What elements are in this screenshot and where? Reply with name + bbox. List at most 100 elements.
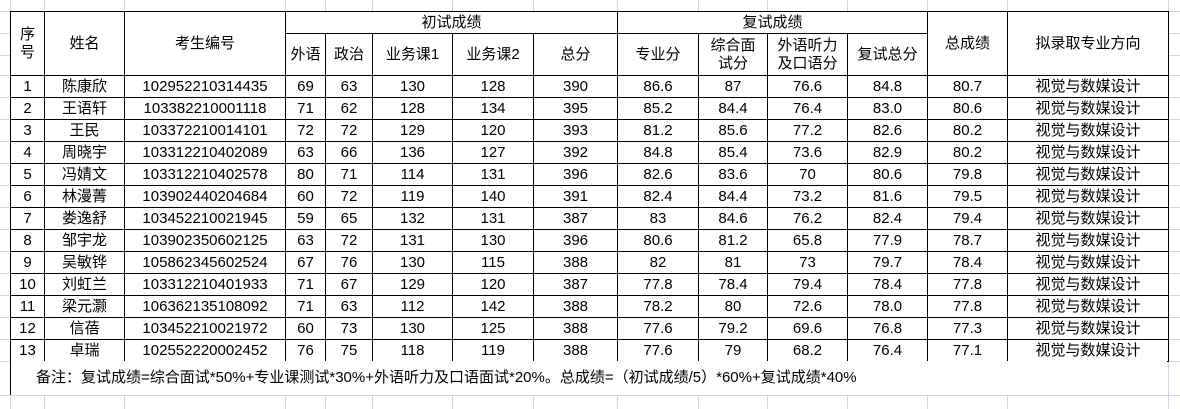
cell-candidate-id[interactable]: 102552220002452: [124, 339, 286, 362]
cell-listening-speaking[interactable]: 73: [767, 251, 848, 274]
cell-politics[interactable]: 65: [325, 207, 373, 230]
cell-interview-score[interactable]: 85.4: [698, 141, 768, 164]
cell-course2[interactable]: 130: [452, 229, 534, 252]
header-foreign-lang[interactable]: 外语: [285, 33, 326, 76]
cell-retest-total[interactable]: 82.4: [846, 207, 929, 230]
cell-course1[interactable]: 112: [372, 295, 453, 318]
cell-name[interactable]: 周晓宇: [44, 141, 125, 164]
cell-no[interactable]: 3: [10, 119, 45, 142]
cell-interview-score[interactable]: 79: [698, 339, 768, 362]
cell-major-score[interactable]: 77.6: [617, 339, 699, 362]
cell-listening-speaking[interactable]: 73.6: [767, 141, 848, 164]
cell-no[interactable]: 12: [10, 317, 45, 340]
cell-candidate-id[interactable]: 103902440204684: [124, 185, 286, 208]
cell-candidate-id[interactable]: 103372210014101: [124, 119, 286, 142]
cell-retest-total[interactable]: 83.0: [846, 97, 929, 120]
cell-admission-major[interactable]: 视觉与数媒设计: [1007, 141, 1170, 164]
cell-course1[interactable]: 129: [372, 119, 453, 142]
cell-admission-major[interactable]: 视觉与数媒设计: [1007, 75, 1170, 98]
cell-interview-score[interactable]: 84.6: [698, 207, 768, 230]
cell-course2[interactable]: 131: [452, 163, 534, 186]
cell-candidate-id[interactable]: 106362135108092: [124, 295, 286, 318]
cell-major-score[interactable]: 80.6: [617, 229, 699, 252]
cell-politics[interactable]: 63: [325, 75, 373, 98]
cell-initial-total[interactable]: 392: [533, 141, 618, 164]
cell-interview-score[interactable]: 81.2: [698, 229, 768, 252]
cell-name[interactable]: 陈康欣: [44, 75, 125, 98]
cell-retest-total[interactable]: 82.6: [846, 119, 929, 142]
header-name[interactable]: 姓名: [44, 11, 125, 76]
cell-admission-major[interactable]: 视觉与数媒设计: [1007, 97, 1170, 120]
cell-name[interactable]: 梁元灏: [44, 295, 125, 318]
cell-no[interactable]: 8: [10, 229, 45, 252]
cell-name[interactable]: 林漫菁: [44, 185, 125, 208]
header-listening-speaking[interactable]: 外语听力 及口语分: [767, 33, 848, 76]
cell-politics[interactable]: 66: [325, 141, 373, 164]
cell-course1[interactable]: 129: [372, 273, 453, 296]
cell-course1[interactable]: 132: [372, 207, 453, 230]
cell-politics[interactable]: 63: [325, 295, 373, 318]
cell-major-score[interactable]: 85.2: [617, 97, 699, 120]
cell-politics[interactable]: 72: [325, 119, 373, 142]
cell-retest-total[interactable]: 77.9: [846, 229, 929, 252]
cell-overall[interactable]: 80.2: [927, 141, 1009, 164]
cell-course1[interactable]: 130: [372, 317, 453, 340]
cell-retest-total[interactable]: 78.4: [846, 273, 929, 296]
cell-listening-speaking[interactable]: 70: [767, 163, 848, 186]
cell-course1[interactable]: 131: [372, 229, 453, 252]
cell-major-score[interactable]: 77.6: [617, 317, 699, 340]
cell-foreign-lang[interactable]: 71: [285, 295, 326, 318]
cell-admission-major[interactable]: 视觉与数媒设计: [1007, 185, 1170, 208]
cell-name[interactable]: 信蓓: [44, 317, 125, 340]
cell-course2[interactable]: 134: [452, 97, 534, 120]
cell-no[interactable]: 5: [10, 163, 45, 186]
cell-retest-total[interactable]: 76.4: [846, 339, 929, 362]
cell-overall[interactable]: 79.5: [927, 185, 1009, 208]
cell-initial-total[interactable]: 395: [533, 97, 618, 120]
cell-initial-total[interactable]: 390: [533, 75, 618, 98]
cell-candidate-id[interactable]: 105862345602524: [124, 251, 286, 274]
cell-overall[interactable]: 80.7: [927, 75, 1009, 98]
cell-foreign-lang[interactable]: 71: [285, 273, 326, 296]
header-overall-score[interactable]: 总成绩: [927, 11, 1009, 76]
cell-interview-score[interactable]: 79.2: [698, 317, 768, 340]
cell-course2[interactable]: 120: [452, 273, 534, 296]
cell-initial-total[interactable]: 388: [533, 317, 618, 340]
header-course2[interactable]: 业务课2: [452, 33, 534, 76]
cell-no[interactable]: 13: [10, 339, 45, 362]
cell-no[interactable]: 7: [10, 207, 45, 230]
cell-admission-major[interactable]: 视觉与数媒设计: [1007, 251, 1170, 274]
header-no[interactable]: 序 号: [10, 11, 45, 76]
cell-initial-total[interactable]: 391: [533, 185, 618, 208]
header-interview-score[interactable]: 综合面 试分: [698, 33, 768, 76]
cell-major-score[interactable]: 82.6: [617, 163, 699, 186]
cell-overall[interactable]: 79.4: [927, 207, 1009, 230]
cell-politics[interactable]: 71: [325, 163, 373, 186]
cell-candidate-id[interactable]: 103312210401933: [124, 273, 286, 296]
cell-politics[interactable]: 72: [325, 185, 373, 208]
cell-politics[interactable]: 67: [325, 273, 373, 296]
cell-initial-total[interactable]: 388: [533, 339, 618, 362]
cell-name[interactable]: 卓瑞: [44, 339, 125, 362]
cell-no[interactable]: 2: [10, 97, 45, 120]
cell-initial-total[interactable]: 393: [533, 119, 618, 142]
cell-foreign-lang[interactable]: 80: [285, 163, 326, 186]
cell-foreign-lang[interactable]: 67: [285, 251, 326, 274]
cell-interview-score[interactable]: 81: [698, 251, 768, 274]
cell-retest-total[interactable]: 84.8: [846, 75, 929, 98]
cell-no[interactable]: 9: [10, 251, 45, 274]
cell-admission-major[interactable]: 视觉与数媒设计: [1007, 207, 1170, 230]
cell-listening-speaking[interactable]: 69.6: [767, 317, 848, 340]
cell-course1[interactable]: 119: [372, 185, 453, 208]
cell-no[interactable]: 11: [10, 295, 45, 318]
cell-course1[interactable]: 130: [372, 75, 453, 98]
cell-overall[interactable]: 78.4: [927, 251, 1009, 274]
cell-candidate-id[interactable]: 102952210314435: [124, 75, 286, 98]
header-admission-major[interactable]: 拟录取专业方向: [1007, 11, 1170, 76]
cell-no[interactable]: 1: [10, 75, 45, 98]
cell-initial-total[interactable]: 388: [533, 251, 618, 274]
cell-overall[interactable]: 80.6: [927, 97, 1009, 120]
cell-overall[interactable]: 77.8: [927, 295, 1009, 318]
cell-listening-speaking[interactable]: 79.4: [767, 273, 848, 296]
cell-retest-total[interactable]: 78.0: [846, 295, 929, 318]
